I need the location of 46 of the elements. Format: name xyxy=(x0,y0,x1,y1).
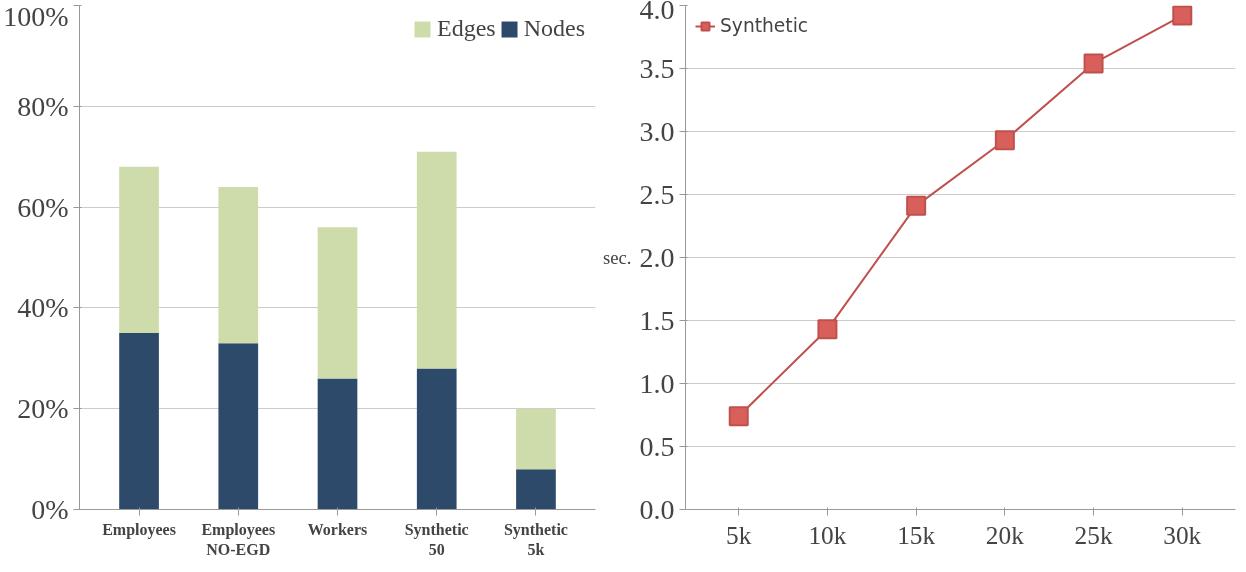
y-tick-label: 4.0 xyxy=(639,0,675,25)
y-tick-label: 1.0 xyxy=(639,367,675,399)
point xyxy=(817,319,838,340)
y-tick-label: 3.0 xyxy=(639,115,675,147)
legend-label: Synthetic xyxy=(720,15,809,36)
x-tick-label: 25k xyxy=(1074,520,1113,549)
bar xyxy=(317,378,358,510)
point xyxy=(1172,5,1193,26)
point xyxy=(994,130,1015,151)
x-tick-label: Synthetic 5k xyxy=(503,520,568,558)
x-tick-label: 20k xyxy=(985,520,1025,549)
legend-label: Nodes xyxy=(523,15,585,42)
x-tick-label: Synthetic 50 xyxy=(404,520,469,558)
y-tick-label: 3.5 xyxy=(639,52,675,84)
bar xyxy=(218,343,259,510)
y-tick-label: 0% xyxy=(31,494,69,525)
bar xyxy=(119,166,159,334)
bar xyxy=(516,408,556,470)
x-tick-label: 15k xyxy=(897,520,936,549)
x-tick-label: 30k xyxy=(1163,520,1202,549)
point xyxy=(1083,53,1104,74)
x-tick-label: Employees xyxy=(102,520,176,539)
x-tick-label: 10k xyxy=(808,520,847,549)
bar xyxy=(317,227,358,379)
y-tick-label: 40% xyxy=(17,292,69,324)
y-tick-label: 100% xyxy=(3,0,69,32)
y-tick-label: 2.0 xyxy=(639,241,675,273)
y-tick-label: 20% xyxy=(17,393,69,425)
bar xyxy=(416,368,457,510)
x-tick-label: Workers xyxy=(307,520,368,538)
bar xyxy=(516,469,556,510)
bar xyxy=(119,333,159,510)
legend-label: Edges xyxy=(437,15,496,42)
point xyxy=(728,406,749,427)
y-axis-title: sec. xyxy=(603,247,632,268)
y-tick-label: 0.5 xyxy=(639,430,675,462)
y-tick-label: 80% xyxy=(17,90,69,122)
y-tick-label: 2.5 xyxy=(639,178,675,210)
y-tick-label: 0.0 xyxy=(639,493,675,525)
point xyxy=(906,195,927,216)
bar xyxy=(218,186,259,344)
y-tick-label: 60% xyxy=(17,191,69,223)
bar xyxy=(416,151,457,369)
y-tick-label: 1.5 xyxy=(639,304,675,336)
x-tick-label: Employees NO-EGD xyxy=(201,520,276,558)
x-tick-label: 5k xyxy=(726,520,752,549)
